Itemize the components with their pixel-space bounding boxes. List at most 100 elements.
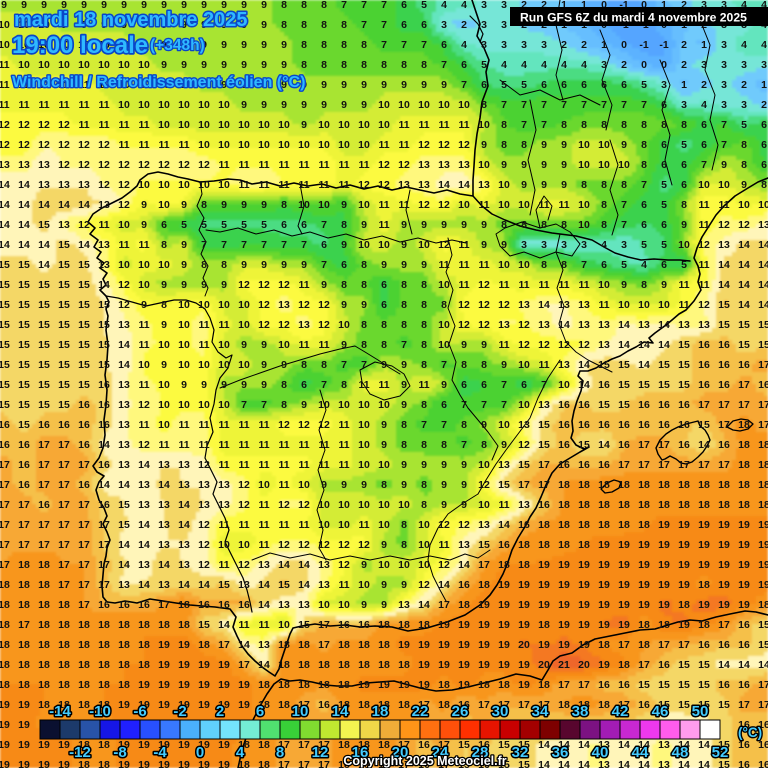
svg-text:11: 11 bbox=[118, 119, 129, 131]
svg-text:6: 6 bbox=[461, 59, 467, 71]
svg-text:14: 14 bbox=[18, 199, 30, 211]
svg-text:12: 12 bbox=[18, 139, 30, 151]
svg-text:13: 13 bbox=[78, 179, 90, 191]
svg-text:8: 8 bbox=[621, 179, 627, 191]
svg-text:10: 10 bbox=[198, 99, 210, 111]
svg-text:0: 0 bbox=[601, 0, 607, 11]
svg-text:9: 9 bbox=[201, 19, 207, 31]
svg-text:13: 13 bbox=[18, 159, 30, 171]
svg-text:8: 8 bbox=[421, 59, 427, 71]
svg-text:9: 9 bbox=[381, 79, 387, 91]
svg-text:10: 10 bbox=[0, 19, 10, 31]
svg-text:9: 9 bbox=[301, 99, 307, 111]
svg-text:9: 9 bbox=[241, 0, 247, 11]
svg-text:7: 7 bbox=[641, 99, 647, 111]
svg-text:9: 9 bbox=[561, 159, 567, 171]
svg-text:4: 4 bbox=[741, 0, 747, 11]
svg-text:10: 10 bbox=[198, 139, 210, 151]
svg-text:8: 8 bbox=[301, 19, 307, 31]
svg-text:9: 9 bbox=[41, 0, 47, 11]
svg-text:10: 10 bbox=[118, 39, 130, 51]
svg-text:7: 7 bbox=[381, 39, 387, 51]
svg-text:10: 10 bbox=[598, 139, 610, 151]
svg-text:13: 13 bbox=[418, 159, 430, 171]
svg-text:3: 3 bbox=[741, 59, 747, 71]
svg-text:3: 3 bbox=[481, 19, 487, 31]
svg-text:8: 8 bbox=[581, 179, 587, 191]
svg-text:4: 4 bbox=[461, 39, 467, 51]
svg-text:8: 8 bbox=[581, 119, 587, 131]
svg-text:9: 9 bbox=[741, 179, 747, 191]
svg-text:6: 6 bbox=[601, 79, 607, 91]
svg-text:13: 13 bbox=[458, 159, 470, 171]
svg-text:10: 10 bbox=[498, 179, 510, 191]
svg-text:8: 8 bbox=[281, 19, 287, 31]
svg-text:11: 11 bbox=[58, 79, 69, 91]
svg-text:3: 3 bbox=[741, 99, 747, 111]
svg-text:3: 3 bbox=[441, 19, 447, 31]
svg-text:9: 9 bbox=[441, 79, 447, 91]
svg-text:10: 10 bbox=[138, 59, 150, 71]
svg-text:9: 9 bbox=[221, 59, 227, 71]
svg-text:8: 8 bbox=[341, 19, 347, 31]
svg-text:10: 10 bbox=[378, 99, 390, 111]
svg-text:9: 9 bbox=[201, 79, 207, 91]
svg-text:14: 14 bbox=[0, 199, 10, 211]
svg-text:12: 12 bbox=[18, 119, 30, 131]
svg-text:10: 10 bbox=[58, 59, 70, 71]
svg-text:3: 3 bbox=[501, 39, 507, 51]
svg-text:14: 14 bbox=[18, 179, 30, 191]
svg-text:10: 10 bbox=[178, 119, 190, 131]
svg-text:9: 9 bbox=[61, 0, 67, 11]
svg-text:13: 13 bbox=[98, 199, 110, 211]
svg-text:9: 9 bbox=[361, 79, 367, 91]
svg-text:10: 10 bbox=[318, 199, 330, 211]
svg-text:-1: -1 bbox=[639, 39, 648, 51]
svg-text:9: 9 bbox=[61, 19, 67, 31]
svg-text:9: 9 bbox=[401, 79, 407, 91]
svg-text:9: 9 bbox=[241, 79, 247, 91]
svg-text:9: 9 bbox=[261, 39, 267, 51]
svg-text:10: 10 bbox=[58, 39, 70, 51]
svg-text:11: 11 bbox=[238, 159, 249, 171]
svg-text:6: 6 bbox=[401, 0, 407, 11]
svg-text:9: 9 bbox=[121, 19, 127, 31]
svg-text:12: 12 bbox=[118, 159, 130, 171]
svg-text:6: 6 bbox=[421, 19, 427, 31]
svg-text:6: 6 bbox=[761, 139, 767, 151]
svg-text:4: 4 bbox=[521, 59, 527, 71]
svg-text:3: 3 bbox=[501, 0, 507, 11]
svg-text:11: 11 bbox=[38, 79, 49, 91]
svg-text:11: 11 bbox=[18, 79, 29, 91]
svg-text:11: 11 bbox=[218, 159, 229, 171]
svg-text:6: 6 bbox=[561, 79, 567, 91]
svg-text:3: 3 bbox=[701, 59, 707, 71]
svg-text:8: 8 bbox=[661, 119, 667, 131]
svg-text:8: 8 bbox=[741, 159, 747, 171]
svg-text:9: 9 bbox=[161, 39, 167, 51]
svg-text:10: 10 bbox=[158, 179, 170, 191]
svg-text:10: 10 bbox=[618, 159, 630, 171]
svg-text:11: 11 bbox=[78, 99, 89, 111]
svg-text:4: 4 bbox=[701, 99, 707, 111]
svg-text:10: 10 bbox=[78, 39, 90, 51]
svg-text:12: 12 bbox=[0, 119, 10, 131]
svg-text:12: 12 bbox=[98, 179, 110, 191]
svg-text:11: 11 bbox=[118, 139, 129, 151]
svg-text:12: 12 bbox=[158, 159, 170, 171]
svg-text:11: 11 bbox=[358, 159, 369, 171]
svg-text:12: 12 bbox=[78, 159, 90, 171]
svg-text:11: 11 bbox=[58, 99, 69, 111]
svg-text:3: 3 bbox=[761, 59, 767, 71]
svg-text:7: 7 bbox=[381, 0, 387, 11]
svg-text:10: 10 bbox=[358, 199, 370, 211]
svg-text:9: 9 bbox=[181, 0, 187, 11]
svg-text:8: 8 bbox=[341, 59, 347, 71]
svg-text:1: 1 bbox=[561, 0, 567, 11]
svg-text:9: 9 bbox=[421, 79, 427, 91]
svg-text:13: 13 bbox=[38, 159, 50, 171]
svg-text:9: 9 bbox=[161, 19, 167, 31]
svg-text:3: 3 bbox=[721, 99, 727, 111]
svg-text:9: 9 bbox=[181, 59, 187, 71]
svg-text:12: 12 bbox=[198, 159, 210, 171]
